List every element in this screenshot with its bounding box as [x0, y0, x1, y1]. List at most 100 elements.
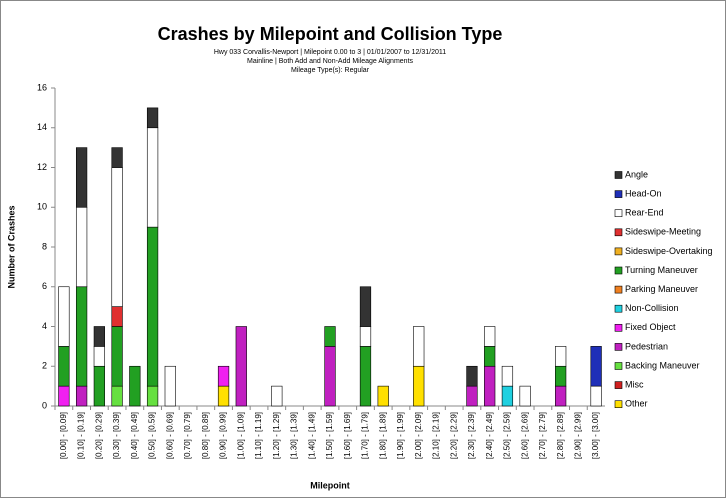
legend-swatch: [614, 343, 623, 351]
y-axis-label: Number of Crashes: [6, 205, 16, 288]
legend-swatch: [614, 247, 623, 256]
subtitle: Hwy 033 Corvallis-Newport | Milepoint 0.…: [214, 49, 446, 56]
x-tick-label: [2.50] - [2.59]: [503, 412, 512, 459]
y-tick-label: 8: [42, 241, 47, 251]
legend-label: Sideswipe-Meeting: [625, 227, 701, 237]
legend-label: Backing Maneuver: [625, 360, 700, 370]
bar-segment: [519, 385, 531, 407]
x-tick-label: [0.30] - [0.39]: [112, 412, 121, 459]
legend-label: Angle: [625, 169, 648, 179]
x-tick-label: [0.90] - [0.99]: [219, 412, 228, 459]
x-tick-label: [0.20] - [0.29]: [94, 412, 103, 459]
bar-segment: [146, 385, 159, 407]
bar-segment: [111, 147, 123, 168]
x-tick-label: [1.60] - [1.69]: [343, 412, 352, 459]
bar-segment: [146, 127, 159, 228]
bar-segment: [501, 385, 514, 407]
bar-segment: [590, 385, 602, 407]
x-tick-label: [1.30] - [1.39]: [290, 412, 299, 459]
bar-segment: [164, 365, 176, 407]
bar-segment: [271, 385, 283, 407]
bar-segment: [217, 385, 230, 407]
bar-segment: [75, 385, 88, 407]
bar-segment: [484, 326, 496, 347]
bar-segment: [359, 346, 372, 407]
chart-title: Crashes by Milepoint and Collision Type: [158, 24, 503, 44]
bar-segment: [590, 346, 602, 387]
x-tick-label: [1.90] - [1.99]: [396, 412, 405, 459]
y-tick-label: 12: [37, 162, 47, 172]
legend-label: Fixed Object: [625, 322, 676, 332]
legend-swatch: [614, 304, 623, 313]
bar-segment: [555, 346, 567, 367]
legend-label: Misc: [625, 379, 644, 389]
bar-segment: [129, 365, 141, 407]
x-tick-label: [1.70] - [1.79]: [361, 412, 370, 459]
subtitle: Mileage Type(s): Regular: [291, 67, 370, 74]
bar-segment: [235, 326, 247, 407]
bar-segment: [146, 226, 159, 387]
bar-segment: [484, 346, 496, 367]
bar-segment: [111, 326, 123, 387]
bar-segment: [217, 365, 230, 387]
bar-segment: [413, 326, 425, 367]
x-tick-label: [2.60] - [2.69]: [520, 412, 529, 459]
x-tick-label: [0.60] - [0.69]: [165, 412, 174, 459]
x-tick-label: [2.80] - [2.89]: [556, 412, 565, 459]
x-tick-label: [1.40] - [1.49]: [307, 412, 316, 459]
bar-segment: [93, 365, 105, 407]
legend-label: Non-Collision: [625, 303, 679, 313]
bar-segment: [111, 306, 123, 327]
legend-label: Pedestrian: [625, 341, 668, 351]
y-tick-label: 4: [42, 321, 47, 331]
y-tick-label: 14: [37, 122, 47, 132]
bar-segment: [466, 365, 478, 387]
y-tick-label: 2: [42, 361, 47, 371]
legend-label: Other: [625, 399, 648, 409]
bar-segment: [413, 365, 425, 407]
x-tick-label: [3.00] - [3.00]: [591, 412, 600, 459]
bar-segment: [377, 385, 389, 407]
legend-label: Sideswipe-Overtaking: [625, 246, 713, 256]
legend-swatch: [614, 190, 623, 198]
legend-label: Rear-End: [625, 208, 664, 218]
y-tick-label: 16: [37, 82, 47, 92]
bar-segment: [58, 286, 70, 347]
bar-segment: [75, 206, 88, 288]
x-tick-label: [2.00] - [2.09]: [414, 412, 423, 459]
legend-swatch: [614, 209, 623, 217]
bar-segment: [93, 326, 105, 347]
bar-segment: [58, 346, 70, 387]
x-tick-label: [2.10] - [2.19]: [432, 412, 441, 459]
legend-swatch: [614, 171, 623, 179]
legend-swatch: [614, 323, 623, 332]
x-tick-label: [2.40] - [2.49]: [485, 412, 494, 459]
legend-label: Turning Maneuver: [625, 265, 698, 275]
legend-swatch: [614, 381, 623, 389]
x-tick-label: [0.70] - [0.79]: [183, 412, 192, 459]
bar-segment: [324, 346, 336, 407]
legend-label: Parking Maneuver: [625, 284, 698, 294]
x-tick-label: [1.80] - [1.89]: [378, 412, 387, 459]
x-tick-label: [2.70] - [2.79]: [538, 412, 547, 459]
bar-segment: [466, 385, 478, 407]
x-tick-label: [1.50] - [1.59]: [325, 412, 334, 459]
x-tick-label: [0.40] - [0.49]: [130, 412, 139, 459]
legend-label: Head-On: [625, 188, 662, 198]
bar-segment: [359, 326, 372, 347]
bar-segment: [484, 365, 496, 407]
legend-swatch: [614, 266, 623, 275]
legend-swatch: [614, 362, 623, 370]
bar-segment: [555, 365, 567, 387]
bar-segment: [93, 346, 105, 367]
legend-swatch: [614, 285, 623, 294]
bar-segment: [75, 147, 88, 208]
bar-segment: [111, 385, 123, 407]
x-tick-label: [2.90] - [2.99]: [573, 412, 582, 459]
bar-segment: [111, 167, 123, 307]
subtitle: Mainline | Both Add and Non-Add Mileage …: [247, 58, 414, 65]
x-tick-label: [0.50] - [0.59]: [148, 412, 157, 459]
x-tick-label: [2.20] - [2.29]: [449, 412, 458, 459]
legend-swatch: [614, 400, 623, 409]
